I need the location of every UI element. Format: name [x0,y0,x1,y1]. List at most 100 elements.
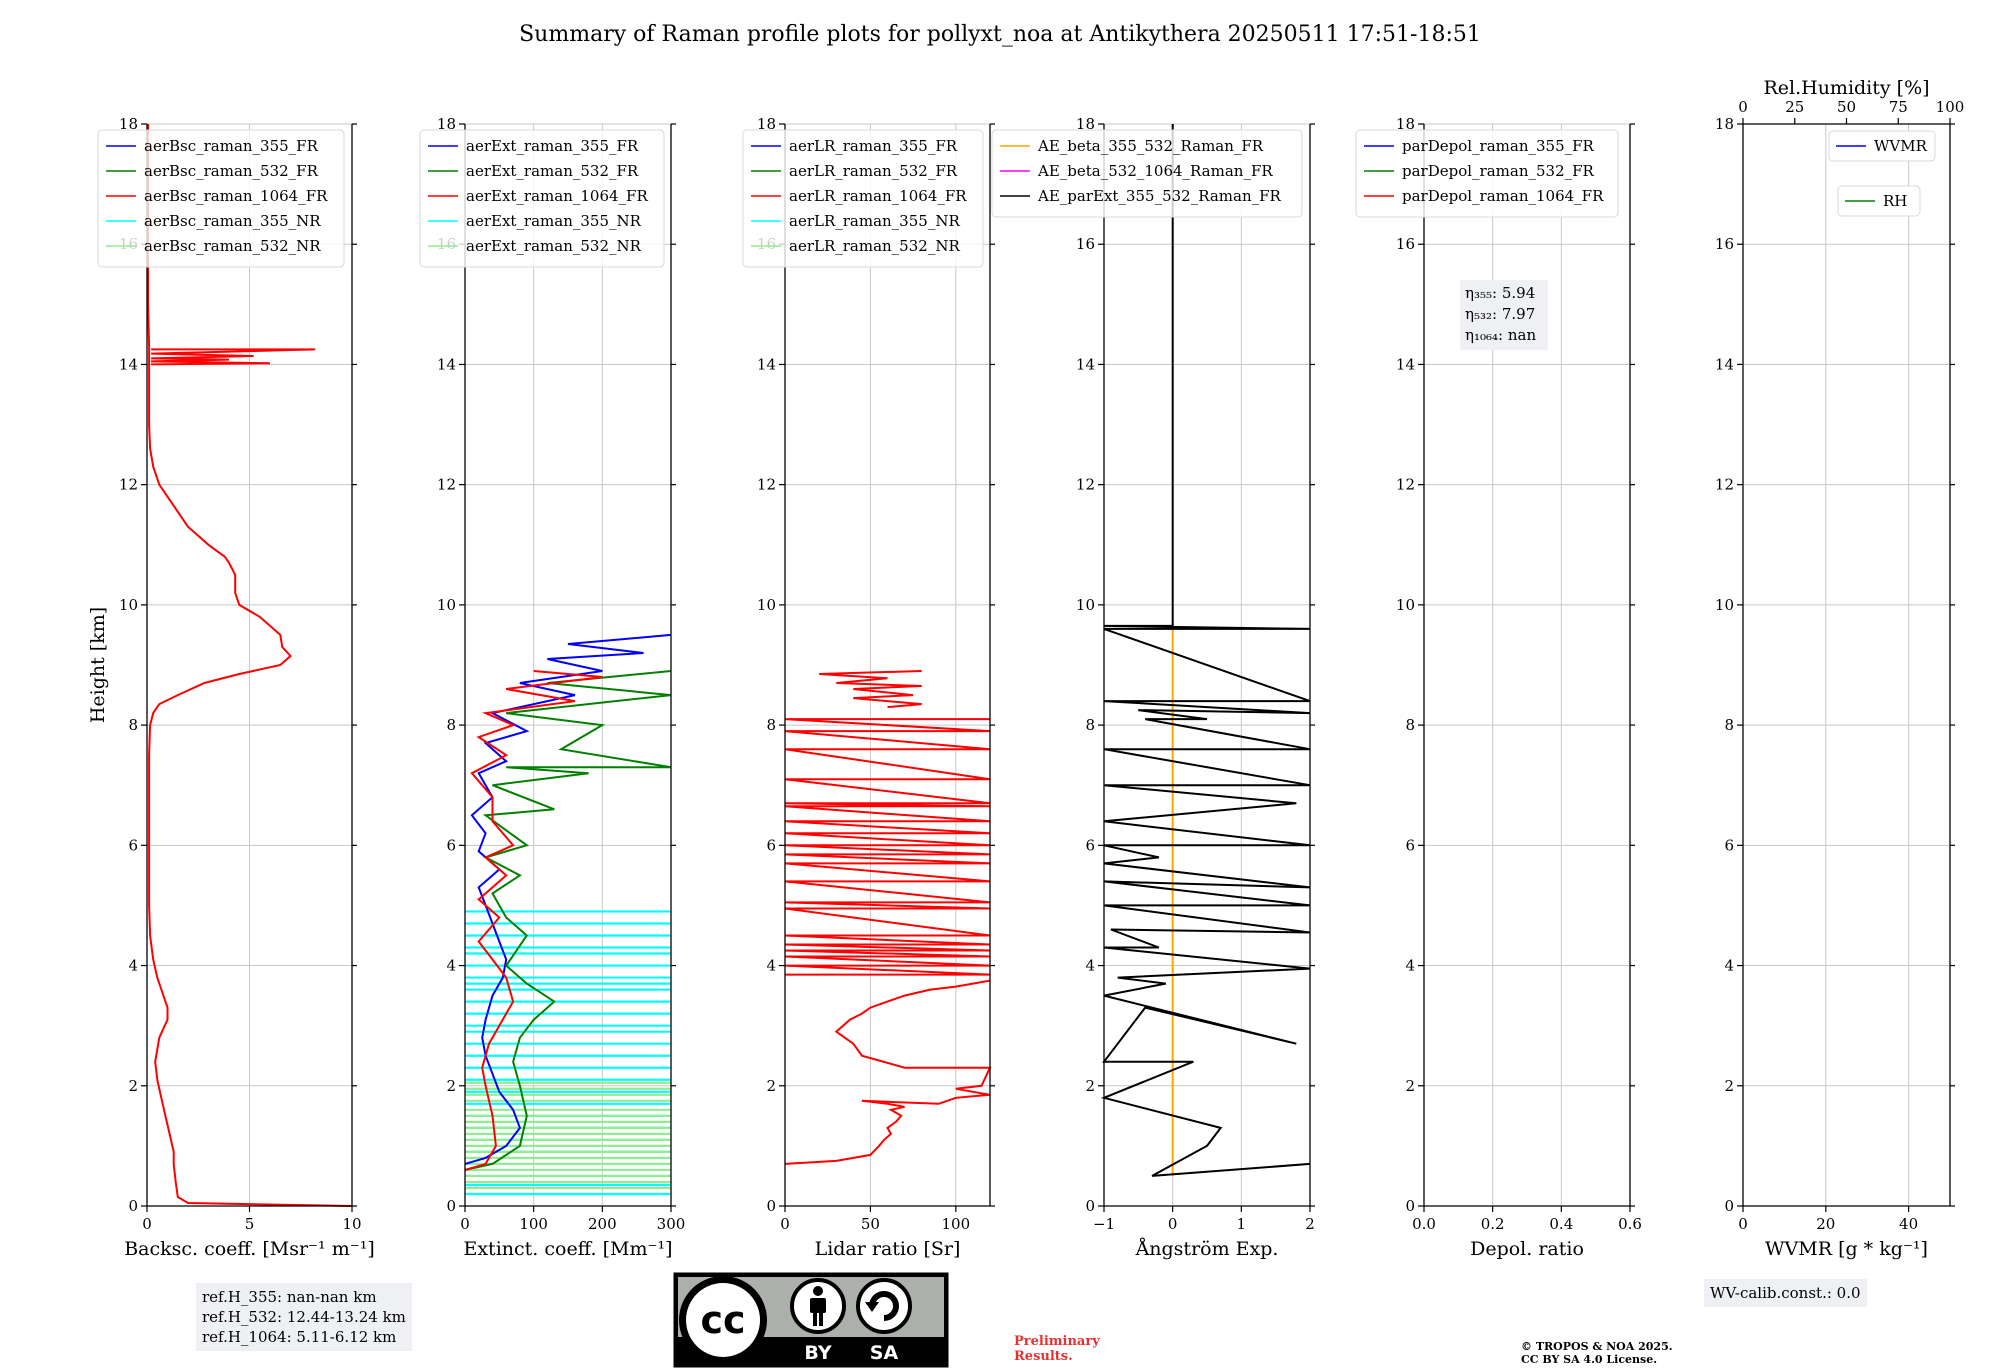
x-tick-label: 10 [342,1215,361,1233]
ref-height-1064: ref.H_1064: 5.11-6.12 km [202,1328,397,1346]
reference-height-box: ref.H_355: nan-nan km ref.H_532: 12.44-1… [196,1283,412,1351]
legend-label: aerLR_raman_355_FR [789,137,958,155]
chart-panel-1: 0510024681012141618Backsc. coeff. [Msr⁻¹… [87,115,375,1260]
y-tick-label: 2 [446,1077,456,1095]
y-tick-label: 2 [1405,1077,1415,1095]
x-tick-label: 100 [519,1215,548,1233]
top-x-tick-label: 100 [1936,98,1965,116]
y-tick-label: 6 [128,836,138,854]
top-x-tick-label: 50 [1837,98,1856,116]
legend-label: WVMR [1874,137,1928,155]
legend-box [1837,185,1921,217]
y-tick-label: 10 [119,596,138,614]
top-axis-label: Rel.Humidity [%] [1763,77,1929,99]
x-tick-label: 0.4 [1549,1215,1573,1233]
x-tick-label: 0 [142,1215,152,1233]
y-tick-label: 10 [1396,596,1415,614]
y-tick-label: 8 [128,716,138,734]
x-axis-label: Depol. ratio [1470,1238,1584,1260]
top-x-tick-label: 75 [1889,98,1908,116]
y-tick-label: 8 [446,716,456,734]
y-tick-label: 0 [1085,1197,1095,1215]
y-tick-label: 16 [1396,235,1415,253]
x-axis-label: Backsc. coeff. [Msr⁻¹ m⁻¹] [124,1238,375,1260]
legend-box [1355,129,1619,218]
y-tick-label: 18 [757,115,776,133]
eta-annotation: η₃₅₅: 5.94 η₅₃₂: 7.97 η₁₀₆₄: nan [1460,280,1548,350]
y-tick-label: 8 [1724,716,1734,734]
legend-label: aerLR_raman_532_NR [789,237,960,255]
legend-label: aerExt_raman_532_NR [466,237,642,255]
legend-label: AE_parExt_355_532_Raman_FR [1037,187,1282,205]
legend-label: parDepol_raman_355_FR [1402,137,1595,155]
x-axis-label: WVMR [g * kg⁻¹] [1765,1238,1928,1260]
wv-calibration-box: WV-calib.const.: 0.0 [1704,1279,1867,1307]
y-tick-label: 4 [1085,957,1095,975]
x-tick-label: 0 [1738,1215,1748,1233]
y-tick-label: 16 [1715,235,1734,253]
x-tick-label: 200 [588,1215,617,1233]
ref-height-355: ref.H_355: nan-nan km [202,1288,377,1306]
y-tick-label: 8 [766,716,776,734]
series-line-aerLR_raman_1064_FR [819,670,922,709]
x-axis-label: Ångström Exp. [1135,1238,1279,1260]
legend-label: aerBsc_raman_532_NR [144,237,321,255]
legend-wvmr: WVMR [1828,130,1936,162]
legend-label: aerBsc_raman_355_NR [144,212,321,230]
copyright-note: © TROPOS & NOA 2025. CC BY SA 4.0 Licens… [1521,1340,1673,1366]
series-line-aerBsc_raman_1064_FR [147,124,353,1207]
x-tick-label: 0 [460,1215,470,1233]
y-tick-label: 14 [1715,355,1734,373]
y-tick-label: 10 [437,596,456,614]
y-tick-label: 12 [1396,476,1415,494]
y-tick-label: 2 [1724,1077,1734,1095]
y-tick-label: 18 [119,115,138,133]
legend-label: AE_beta_355_532_Raman_FR [1037,137,1264,155]
legend-label: parDepol_raman_1064_FR [1402,187,1604,205]
y-tick-label: 6 [1405,836,1415,854]
legend-label: aerBsc_raman_1064_FR [144,187,328,205]
y-tick-label: 14 [1076,355,1095,373]
legend-label: aerExt_raman_355_NR [466,212,642,230]
preliminary-line-2: Results. [1014,1349,1073,1364]
x-tick-label: 40 [1899,1215,1918,1233]
annotation-line: η₅₃₂: 7.97 [1465,305,1535,323]
y-tick-label: 8 [1085,716,1095,734]
y-tick-label: 4 [128,957,138,975]
x-tick-label: 100 [942,1215,971,1233]
series-line-AE_parExt_355_532_Raman_FR [1100,124,1311,1177]
series-line-aerExt_raman_1064_FR [464,670,603,1171]
legend-label: RH [1883,192,1907,210]
chart-panel-3: 050100024681012141618Lidar ratio [Sr]aer… [742,115,995,1260]
x-tick-label: 50 [861,1215,880,1233]
y-tick-label: 12 [1715,476,1734,494]
y-tick-label: 4 [1724,957,1734,975]
y-tick-label: 4 [766,957,776,975]
preliminary-line-1: Preliminary [1014,1334,1100,1349]
legend-box [742,129,984,268]
legend-label: aerBsc_raman_532_FR [144,162,319,180]
svg-text:cc: cc [700,1298,745,1342]
y-tick-label: 6 [1724,836,1734,854]
legend-label: AE_beta_532_1064_Raman_FR [1037,162,1273,180]
y-tick-label: 18 [1076,115,1095,133]
chart-panel-5: 0.0 0.2 0.4 0.6 0 2 4 6 8 10 12 14 16 18 Depol. ratio p… [1355,115,1642,1260]
legend-label: aerLR_raman_1064_FR [789,187,967,205]
y-tick-label: 6 [766,836,776,854]
series-line-aerExt_raman_532_FR [464,670,672,1171]
y-tick-label: 0 [766,1197,776,1215]
series-line-aerBsc_raman_1064_FR [151,348,316,366]
y-tick-label: 12 [119,476,138,494]
x-tick-label: 0.0 [1412,1215,1436,1233]
x-tick-label: −1 [1093,1215,1115,1233]
y-tick-label: 14 [437,355,456,373]
x-tick-label: 300 [657,1215,686,1233]
y-tick-label: 0 [1724,1197,1734,1215]
y-tick-label: 6 [1085,836,1095,854]
legend-box [991,129,1303,218]
y-tick-label: 4 [1405,957,1415,975]
cc-by-sa-badge: cc BY SA [673,1272,949,1368]
chart-panel-2: 0100200300024681012141618Extinct. coeff.… [419,115,686,1260]
